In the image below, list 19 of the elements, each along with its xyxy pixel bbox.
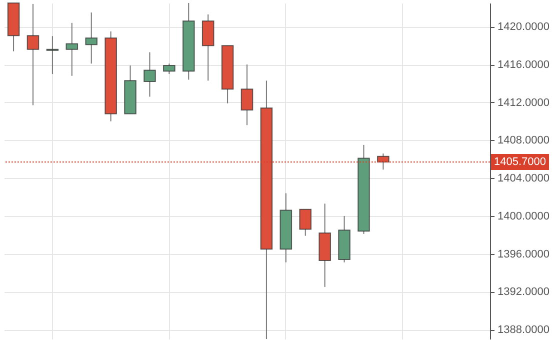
candlestick xyxy=(85,12,98,64)
y-tick-label: 1396.0000 xyxy=(498,248,550,260)
candlestick xyxy=(46,36,59,74)
candlestick xyxy=(299,208,312,236)
y-tick-label: 1404.0000 xyxy=(498,172,550,185)
y-tick-label: 1416.0000 xyxy=(498,59,550,72)
candlestick xyxy=(377,152,390,170)
candlestick xyxy=(240,64,254,126)
y-tick-label: 1412.0000 xyxy=(498,96,550,109)
y-tick-label: 1420.0000 xyxy=(498,21,550,34)
y-tick-label: 1400.0000 xyxy=(498,210,550,222)
y-tick-label: 1388.0000 xyxy=(498,324,550,336)
candlestick xyxy=(163,63,176,74)
candlestick xyxy=(26,3,40,106)
candlestick xyxy=(66,22,78,76)
ref-line-label: 1405.7000 xyxy=(494,156,546,168)
candlestick xyxy=(144,52,156,98)
y-tick-label: 1392.0000 xyxy=(498,286,550,298)
y-tick-label: 1408.0000 xyxy=(498,134,550,147)
